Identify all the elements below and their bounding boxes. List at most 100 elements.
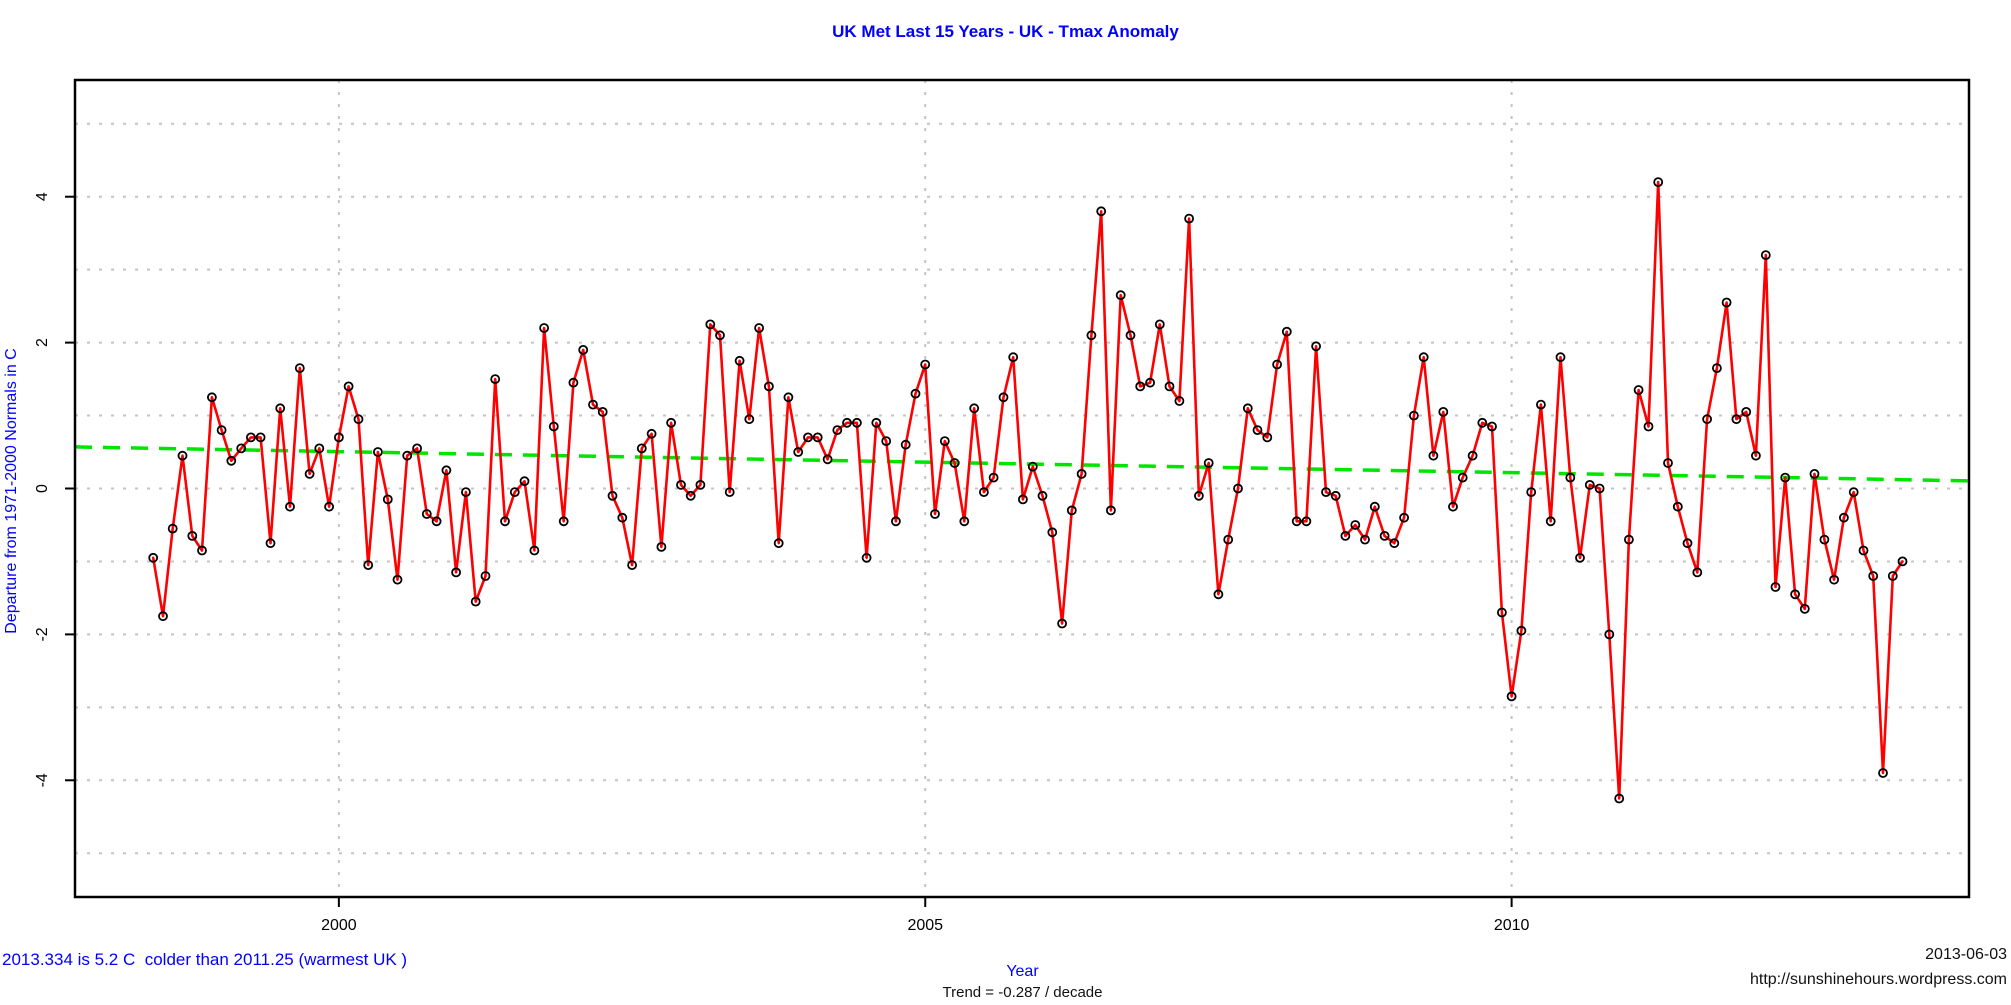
data-point — [588, 399, 598, 410]
y-tick-label: 4 — [34, 192, 51, 201]
data-point — [568, 377, 579, 388]
data-point — [1066, 505, 1077, 516]
data-point — [773, 538, 784, 549]
x-tick-label: 2010 — [1494, 917, 1530, 934]
data-point — [265, 538, 276, 549]
data-point — [1321, 487, 1331, 498]
data-point — [764, 381, 774, 392]
data-point — [1369, 501, 1380, 512]
data-point — [226, 455, 237, 466]
data-point — [158, 611, 168, 622]
data-point — [1819, 534, 1830, 545]
data-point — [1731, 414, 1742, 425]
data-point — [1672, 501, 1683, 512]
data-point — [1330, 490, 1341, 501]
data-point — [920, 359, 931, 370]
data-point — [1233, 483, 1243, 494]
data-point — [724, 487, 735, 498]
data-point — [705, 319, 716, 330]
data-point — [197, 545, 207, 556]
data-point — [167, 523, 178, 534]
data-point — [294, 363, 305, 374]
data-point — [695, 479, 706, 490]
comparison-note: 2013.334 is 5.2 C colder than 2011.25 (w… — [2, 950, 408, 969]
data-point — [607, 490, 618, 501]
data-point — [1721, 297, 1732, 308]
data-point — [1252, 425, 1263, 436]
data-point — [363, 560, 374, 570]
data-point — [1350, 520, 1361, 530]
data-point — [275, 403, 286, 414]
data-point — [1839, 512, 1849, 523]
x-tick-label: 2005 — [907, 917, 943, 934]
data-point — [382, 494, 393, 505]
data-point — [685, 490, 696, 501]
data-point — [1184, 213, 1194, 224]
data-point — [480, 571, 491, 581]
data-point — [1213, 589, 1224, 600]
data-point — [451, 567, 462, 578]
data-point — [1848, 487, 1859, 498]
data-point — [177, 450, 188, 461]
data-point — [1575, 552, 1585, 563]
data-point — [842, 417, 852, 428]
data-point — [1829, 574, 1839, 585]
data-point — [597, 406, 608, 417]
data-point — [969, 403, 980, 414]
data-point — [1262, 432, 1273, 443]
data-point — [998, 392, 1009, 403]
data-point — [1272, 359, 1282, 370]
data-point — [216, 425, 227, 436]
data-point — [578, 344, 589, 355]
data-point — [803, 432, 813, 443]
data-point — [1555, 352, 1566, 363]
data-point — [548, 421, 559, 432]
x-tick-label: 2000 — [321, 917, 357, 934]
data-point — [1741, 406, 1752, 417]
data-point — [509, 487, 520, 498]
data-point — [1692, 567, 1703, 578]
data-point — [1057, 618, 1067, 629]
data-point — [519, 476, 530, 487]
data-point — [1604, 629, 1615, 640]
data-point — [441, 465, 452, 476]
data-point — [666, 417, 676, 428]
data-point — [1076, 468, 1087, 479]
data-point — [1125, 330, 1136, 341]
trend-line — [74, 445, 1970, 483]
data-point — [636, 443, 647, 454]
data-point — [910, 388, 921, 399]
data-point — [1379, 531, 1390, 541]
data-point — [1712, 363, 1722, 374]
data-point — [1203, 458, 1214, 468]
data-point — [285, 501, 295, 512]
data-point — [939, 436, 950, 447]
data-point — [979, 487, 989, 498]
data-point — [343, 381, 354, 392]
data-point — [1223, 534, 1234, 545]
data-point — [988, 472, 999, 483]
data-point — [1497, 607, 1507, 618]
data-point — [1780, 472, 1791, 483]
data-point — [1457, 472, 1468, 483]
trend-annotation: Trend = -0.287 / decade — [942, 984, 1103, 1001]
data-point — [1467, 450, 1478, 461]
data-point — [832, 425, 843, 436]
data-point — [1487, 421, 1497, 432]
data-point — [1027, 461, 1038, 472]
data-point — [1174, 396, 1185, 406]
data-point — [314, 443, 325, 454]
data-point — [871, 417, 882, 428]
data-point — [617, 512, 628, 523]
data-point — [1477, 417, 1488, 428]
data-point — [852, 417, 862, 428]
data-point — [148, 552, 159, 563]
date-stamp: 2013-06-03 — [1925, 946, 2007, 963]
y-axis-label: Departure from 1971-2000 Normals in C — [3, 348, 20, 634]
data-point — [891, 516, 901, 527]
data-point — [812, 432, 823, 443]
y-tick-label: 0 — [34, 484, 51, 493]
data-point — [1868, 571, 1879, 581]
data-point — [1037, 490, 1048, 501]
